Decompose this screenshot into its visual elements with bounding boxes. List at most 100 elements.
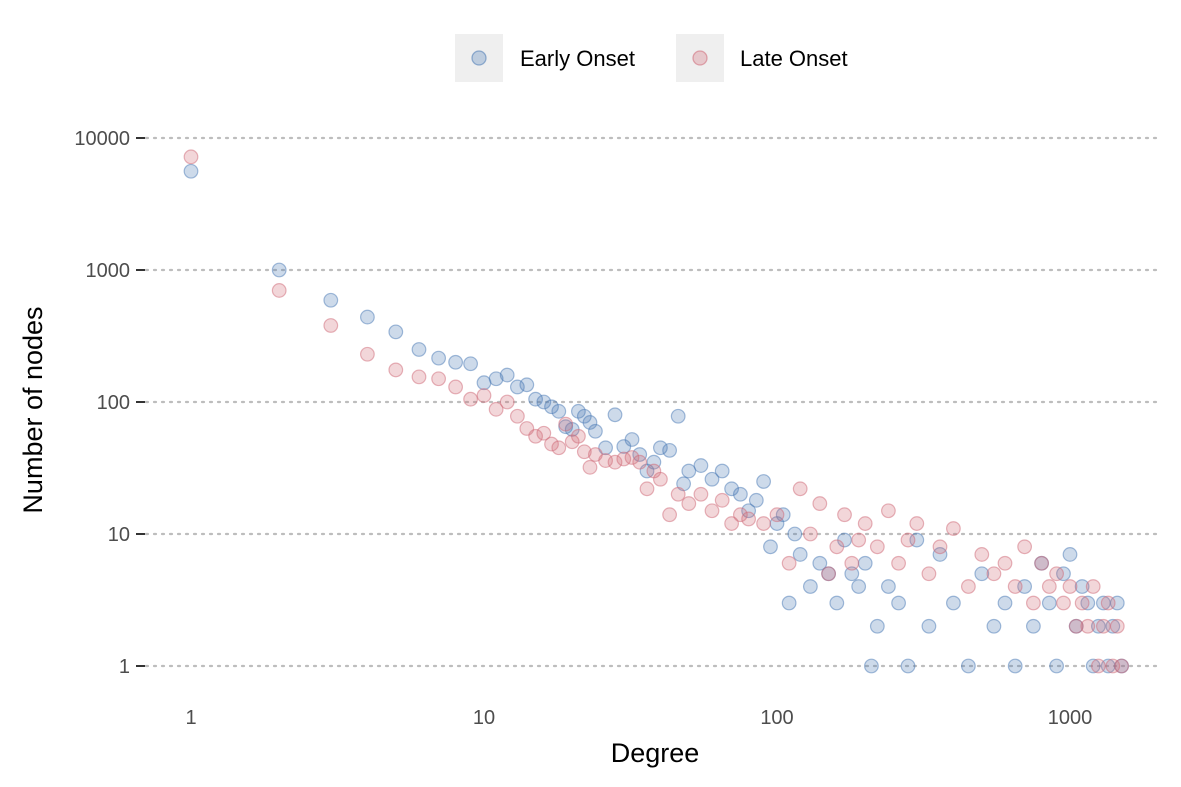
data-point xyxy=(431,371,447,387)
data-point xyxy=(1085,658,1101,674)
data-point xyxy=(802,526,818,542)
data-point xyxy=(1062,547,1078,562)
data-point xyxy=(946,521,961,536)
data-point xyxy=(536,425,552,441)
data-point xyxy=(724,516,740,531)
data-point xyxy=(448,354,464,370)
data-point xyxy=(388,324,404,340)
data-point xyxy=(499,367,515,383)
data-point xyxy=(812,555,828,571)
data-point xyxy=(183,149,199,165)
data-point xyxy=(271,262,287,278)
data-point xyxy=(921,618,937,634)
data-point xyxy=(704,471,720,487)
data-point xyxy=(732,507,748,523)
data-point xyxy=(714,492,730,508)
data-point xyxy=(582,459,598,475)
data-point xyxy=(900,532,916,548)
data-point xyxy=(463,391,478,407)
x-tick-label: 1000 xyxy=(1048,707,1093,729)
data-point xyxy=(891,555,906,571)
x-tick-label: 10 xyxy=(473,707,495,729)
data-point xyxy=(974,547,990,562)
data-point xyxy=(1049,658,1064,674)
data-point xyxy=(509,408,525,424)
data-point xyxy=(960,579,976,594)
data-point xyxy=(960,658,976,674)
legend-marker-late-onset xyxy=(692,50,708,66)
data-point xyxy=(624,432,640,447)
data-point xyxy=(891,595,906,611)
data-point xyxy=(323,318,339,333)
data-point xyxy=(639,481,655,497)
data-point xyxy=(756,516,771,531)
data-point xyxy=(851,579,867,594)
data-point xyxy=(787,526,803,542)
y-axis-title: Number of nodes xyxy=(18,306,48,513)
x-tick-label: 100 xyxy=(760,707,793,729)
data-point xyxy=(844,566,860,582)
legend-label-early-onset: Early Onset xyxy=(520,46,635,71)
data-point xyxy=(1080,618,1096,634)
data-point xyxy=(476,375,492,391)
data-point xyxy=(997,595,1013,611)
data-point xyxy=(582,415,598,430)
x-tick-label: 1 xyxy=(185,707,196,729)
data-point xyxy=(488,401,504,417)
data-point xyxy=(536,394,552,410)
data-point xyxy=(411,342,427,357)
data-point xyxy=(411,369,427,385)
data-point xyxy=(781,555,797,571)
data-point xyxy=(1025,618,1041,634)
data-point xyxy=(693,458,709,473)
data-point xyxy=(1041,579,1057,594)
data-point xyxy=(1017,539,1033,555)
data-point xyxy=(598,440,613,456)
data-point xyxy=(607,454,623,470)
data-point xyxy=(1080,595,1096,611)
data-point xyxy=(1114,658,1129,674)
data-point xyxy=(1109,618,1125,634)
data-point xyxy=(857,555,873,571)
data-point xyxy=(1007,579,1023,594)
data-point xyxy=(670,486,686,502)
data-point xyxy=(986,566,1002,582)
data-point xyxy=(1007,658,1023,674)
data-point xyxy=(932,547,948,562)
data-point xyxy=(974,566,990,582)
data-point xyxy=(551,403,567,419)
data-point xyxy=(448,379,464,395)
data-point xyxy=(869,618,885,634)
legend-label-late-onset: Late Onset xyxy=(740,46,848,71)
x-axis-title: Degree xyxy=(611,738,700,768)
data-point xyxy=(519,377,535,393)
data-point xyxy=(829,539,845,555)
data-point xyxy=(844,555,860,571)
series-early-onset xyxy=(183,163,1129,674)
data-point xyxy=(670,408,686,424)
data-point xyxy=(802,579,818,594)
data-point xyxy=(900,658,916,674)
data-point xyxy=(1100,595,1116,611)
data-point xyxy=(662,442,678,458)
y-tick-label: 1000 xyxy=(86,260,131,282)
data-point xyxy=(864,658,879,674)
data-point xyxy=(792,547,808,562)
data-point xyxy=(463,356,478,372)
data-point xyxy=(588,423,603,439)
data-point xyxy=(1074,595,1090,611)
data-point xyxy=(1056,595,1071,611)
data-point xyxy=(714,463,730,479)
data-point xyxy=(632,454,648,470)
data-point xyxy=(704,503,720,519)
data-point xyxy=(632,447,648,462)
data-point xyxy=(1090,618,1106,634)
data-point xyxy=(763,539,778,555)
data-point xyxy=(544,436,559,452)
data-point xyxy=(1090,658,1106,674)
y-axis-ticks: 1 10 100 1000 10000 xyxy=(74,128,145,678)
y-tick-label: 10000 xyxy=(74,128,130,150)
data-point xyxy=(792,481,808,497)
data-point xyxy=(544,399,559,415)
data-point xyxy=(921,566,937,582)
